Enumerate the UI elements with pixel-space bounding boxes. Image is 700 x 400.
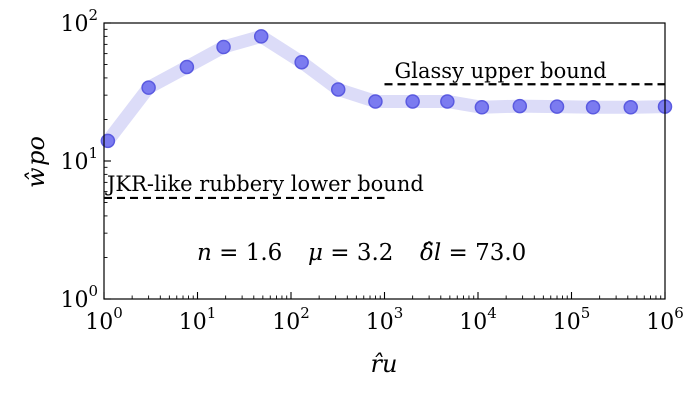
param-n-symbol: n [197, 240, 212, 266]
x-axis-label: r̂u [371, 350, 398, 378]
data-point [440, 94, 455, 109]
data-point [179, 59, 195, 75]
param-delta-value: 73.0 [475, 240, 526, 266]
param-delta: δ̂l = 73.0 [420, 240, 526, 266]
x-tick-label: 104 [459, 304, 497, 335]
data-point [474, 100, 490, 115]
x-tick-label: 106 [646, 304, 684, 335]
param-mu: μ = 3.2 [308, 240, 393, 266]
param-mu-value: 3.2 [357, 240, 394, 266]
data-point [100, 133, 116, 149]
tick-labels-layer: 100 101 102 103 104 105 106 100 101 102 [60, 6, 683, 335]
y-tick-label: 101 [60, 144, 98, 175]
param-n-value: 1.6 [246, 240, 283, 266]
data-point [253, 29, 269, 44]
bounds-layer [104, 83, 665, 200]
series-line [101, 29, 672, 148]
x-tick-label: 100 [85, 304, 123, 335]
y-tick-label: 102 [60, 6, 98, 37]
data-point [585, 100, 601, 115]
series-band-layer [101, 29, 672, 148]
data-point [549, 99, 565, 114]
y-tick-label: 100 [60, 282, 98, 313]
x-tick-label: 101 [179, 304, 217, 335]
param-n: n = 1.6 [197, 240, 282, 266]
param-mu-symbol: μ [308, 240, 323, 266]
x-tick-label: 103 [366, 304, 404, 335]
data-point [368, 94, 383, 109]
x-tick-label: 105 [553, 304, 591, 335]
y-axis-label: ŵpo [22, 136, 50, 188]
upper-bound-label: Glassy upper bound [395, 59, 607, 83]
data-point [405, 94, 420, 109]
series-points-layer [100, 29, 673, 149]
data-point [512, 98, 528, 114]
x-tick-label: 102 [272, 304, 310, 335]
param-delta-symbol: δ̂l [420, 240, 441, 266]
data-point [623, 100, 638, 115]
data-point [141, 80, 156, 95]
data-point [330, 82, 346, 97]
data-point [294, 54, 309, 70]
ticks-layer [103, 22, 666, 300]
lower-bound-label: JKR-like rubbery lower bound [105, 172, 424, 196]
data-point [216, 39, 231, 55]
